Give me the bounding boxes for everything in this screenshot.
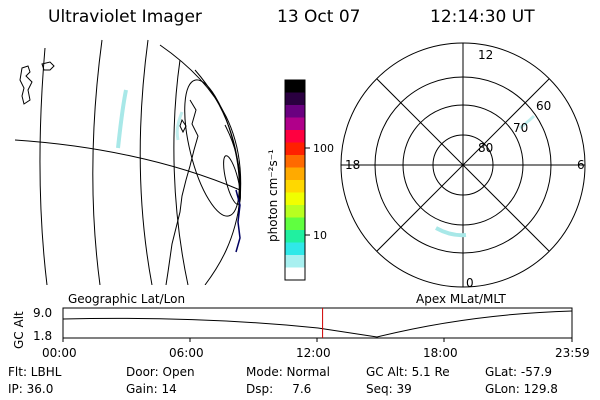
timeline-xtick-2359: 23:59	[555, 346, 590, 360]
timeline-left-title: Geographic Lat/Lon	[68, 292, 185, 306]
timeline-xtick-1200: 12:00	[296, 346, 331, 360]
timeline-xtick-1800: 18:00	[423, 346, 458, 360]
geographic-longitude: GLon: 129.8	[485, 382, 558, 396]
colorbar-segment	[285, 130, 305, 143]
timeline-xtick-0000: 00:00	[42, 346, 77, 360]
gc-altitude: GC Alt: 5.1 Re	[366, 365, 450, 379]
flight-filter: Flt: LBHL	[8, 365, 62, 379]
mlat-label-70: 70	[513, 121, 528, 135]
colorbar-segment	[285, 155, 305, 168]
timeline-axis-label: GC Alt	[12, 311, 26, 349]
altitude-plot-frame	[62, 307, 573, 339]
colorbar-segment	[285, 92, 305, 106]
door-status: Door: Open	[126, 365, 195, 379]
colorbar-segment	[285, 142, 305, 156]
geographic-map	[15, 39, 242, 285]
colorbar-tick-label-100: 100	[313, 142, 334, 155]
app-title: Ultraviolet Imager	[48, 7, 202, 27]
timeline-ytick-low: 1.8	[33, 329, 52, 343]
geographic-latitude: GLat: -57.9	[485, 365, 552, 379]
mlat-label-60: 60	[536, 99, 551, 113]
polar-plot	[340, 42, 586, 288]
colorbar-segment	[285, 80, 305, 93]
timeline-xtick-0600: 06:00	[169, 346, 204, 360]
mlt-label-12: 12	[478, 48, 493, 62]
colorbar-segment	[285, 242, 305, 256]
colorbar-segment	[285, 230, 305, 243]
colorbar-segment	[285, 192, 305, 206]
ip-value: IP: 36.0	[8, 382, 54, 396]
color-scale-bar	[285, 80, 305, 281]
color-scale-frame	[284, 79, 306, 281]
colorbar-segment	[285, 167, 305, 181]
mlt-label-6: 6	[577, 158, 585, 172]
colorbar-segment	[285, 180, 305, 193]
date-label: 13 Oct 07	[277, 7, 361, 27]
timeline-right-title: Apex MLat/MLT	[416, 292, 506, 306]
colorbar-segment	[285, 105, 305, 118]
colorbar-segment	[285, 217, 305, 231]
aurora-emission	[435, 226, 467, 238]
colorbar-segment	[285, 255, 305, 268]
aurora-emission-dayside	[519, 114, 536, 130]
colorbar-segment	[285, 117, 305, 131]
dsp-value: Dsp: 7.6	[246, 382, 312, 396]
colorbar-segment	[285, 205, 305, 218]
colorbar-tick-label-10: 10	[313, 229, 327, 242]
timeline-ytick-high: 9.0	[33, 306, 52, 320]
altitude-trace	[62, 310, 573, 338]
mlt-label-0: 0	[466, 276, 474, 290]
colorbar-unit-label: photon cm⁻²s⁻¹	[266, 149, 280, 242]
sequence-number: Seq: 39	[366, 382, 412, 396]
gain-value: Gain: 14	[126, 382, 177, 396]
polar-diagonal-b	[376, 78, 550, 252]
mode-value: Mode: Normal	[246, 365, 330, 379]
colorbar-segment	[285, 267, 305, 281]
mlt-label-18: 18	[345, 158, 360, 172]
mlat-label-80: 80	[478, 141, 493, 155]
time-label: 12:14:30 UT	[430, 7, 535, 27]
